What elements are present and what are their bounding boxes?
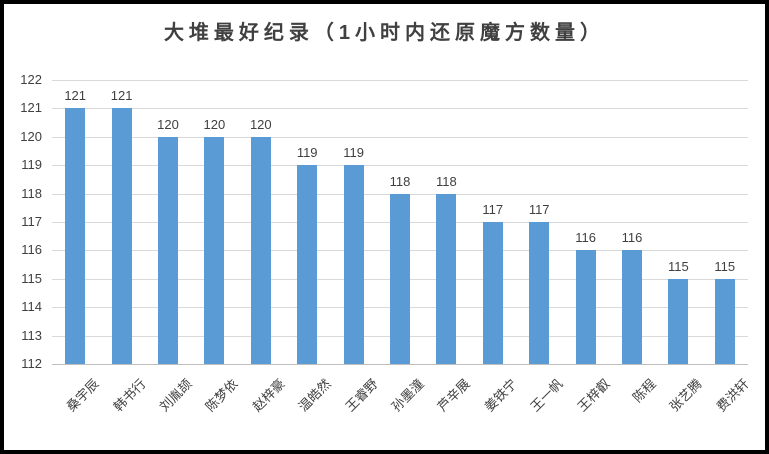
x-category-label: 温皓然 (295, 376, 334, 415)
y-tick-label: 120 (20, 128, 42, 144)
bar-孙墨潼 (390, 193, 410, 364)
y-tick-label: 112 (21, 356, 42, 371)
data-label: 121 (110, 88, 133, 104)
bar-费洪轩 (714, 278, 735, 364)
y-tick-label: 119 (21, 157, 42, 173)
bar-王一帆 (529, 222, 550, 364)
data-label: 119 (343, 145, 364, 161)
x-category-label: 刘胤颉 (156, 376, 195, 415)
y-tick-label: 114 (21, 299, 42, 315)
bar-赵梓豪 (250, 136, 271, 364)
x-category-label: 陈程 (629, 376, 659, 406)
x-category-label: 王梓叡 (574, 376, 613, 415)
bar-姜铁宁 (482, 222, 503, 364)
plot-area: 121 桑宇辰 121 韩书行 120 刘胤颉 120 陈梦依 120 赵梓豪 119 温皓然 119 王… (52, 80, 752, 414)
x-category-label: 韩书行 (110, 376, 149, 415)
data-label: 118 (389, 173, 411, 189)
bar-温皓然 (297, 165, 318, 364)
x-category-label: 费洪轩 (713, 376, 752, 415)
y-tick-label: 121 (20, 100, 42, 116)
data-label: 120 (157, 116, 179, 132)
data-label: 120 (203, 116, 226, 132)
gridline (52, 108, 748, 110)
gridline (52, 80, 748, 81)
bar-芦辛展 (436, 193, 457, 364)
data-label: 115 (668, 258, 689, 274)
bar-刘胤颉 (158, 136, 178, 364)
y-tick-label: 117 (21, 214, 42, 229)
data-label: 117 (482, 202, 504, 217)
x-category-label: 桑宇辰 (63, 376, 102, 415)
data-label: 119 (296, 145, 318, 161)
data-label: 118 (436, 173, 457, 189)
data-label: 116 (621, 230, 643, 246)
x-category-label: 赵梓豪 (249, 376, 288, 415)
chart-title: 大堆最好纪录（1小时内还原魔方数量） (163, 22, 606, 44)
y-tick-label: 122 (20, 72, 42, 87)
y-tick-label: 113 (21, 327, 42, 343)
data-label: 116 (575, 230, 596, 246)
y-tick-label: 116 (21, 242, 42, 258)
x-category-label: 张艺腾 (666, 376, 706, 415)
x-category-label: 王睿野 (342, 376, 381, 415)
y-axis-labels: 112 113 114 115 116 117 118 119 120 121 122 (4, 72, 46, 371)
x-category-label: 孙墨潼 (388, 376, 427, 415)
bar-桑宇辰 (65, 108, 86, 364)
x-category-label: 王一帆 (527, 376, 566, 415)
x-category-label: 姜铁宁 (481, 376, 520, 415)
data-label: 117 (528, 202, 550, 217)
data-label: 120 (249, 116, 272, 132)
bar-陈梦依 (204, 136, 225, 364)
x-category-label: 芦辛展 (434, 376, 474, 415)
data-label: 121 (64, 88, 87, 104)
data-label: 115 (714, 258, 736, 274)
x-category-label: 陈梦依 (202, 376, 242, 415)
gridline (52, 136, 748, 138)
bar-陈程 (622, 250, 642, 364)
bar-张艺腾 (668, 278, 689, 364)
y-tick-label: 118 (21, 185, 42, 201)
y-tick-label: 115 (21, 270, 42, 286)
bar-韩书行 (111, 108, 132, 364)
bar-王梓叡 (575, 250, 596, 364)
gridline (52, 165, 748, 167)
bar-王睿野 (343, 165, 364, 364)
x-axis-line (52, 364, 748, 365)
